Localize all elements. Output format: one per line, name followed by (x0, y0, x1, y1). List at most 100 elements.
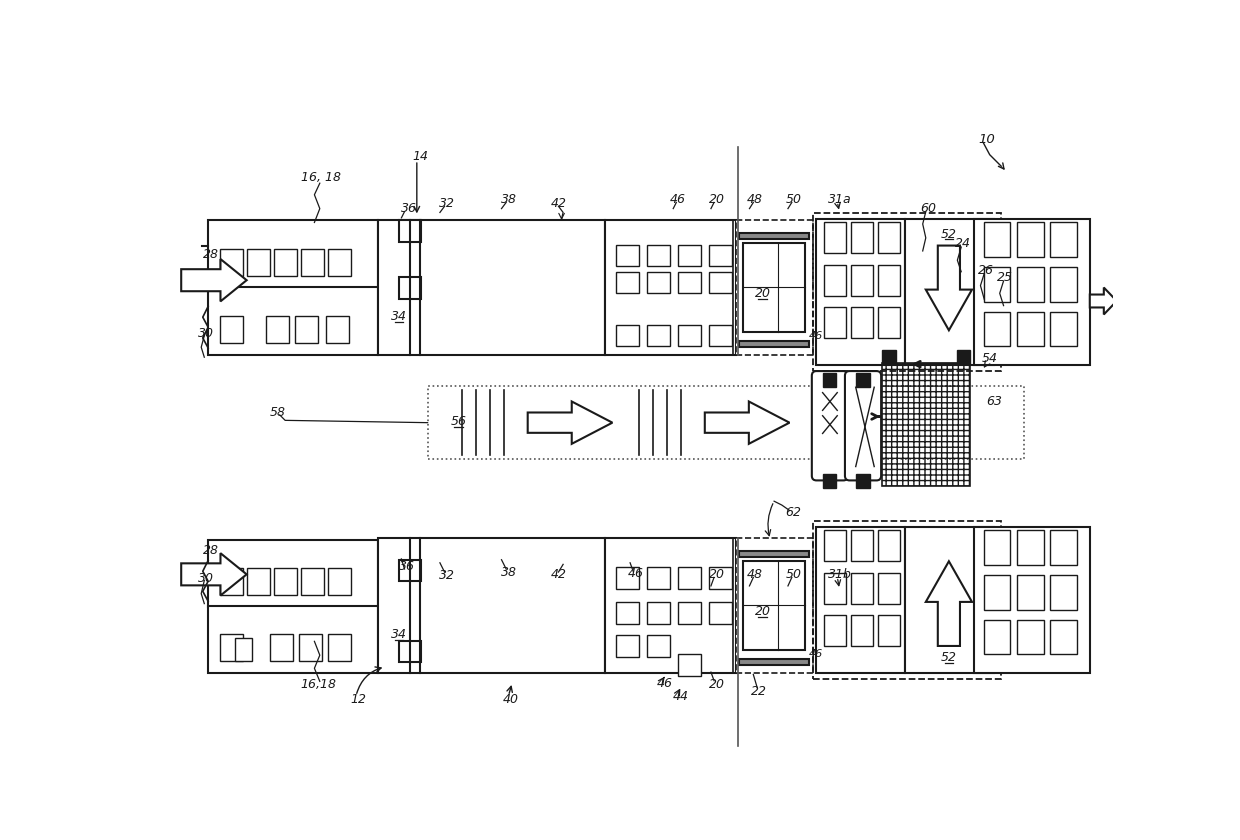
FancyBboxPatch shape (844, 371, 882, 480)
Bar (428, 386, 1024, 459)
Bar (300, 568, 324, 595)
Bar (851, 573, 873, 604)
Bar (647, 244, 670, 266)
FancyArrow shape (528, 402, 613, 444)
Text: 10: 10 (978, 133, 994, 146)
Bar (399, 641, 420, 662)
Bar (905, 527, 993, 673)
Bar (295, 317, 319, 344)
Bar (975, 527, 1090, 673)
Bar (219, 568, 243, 595)
Text: 32: 32 (439, 569, 455, 581)
Text: 34: 34 (391, 310, 407, 323)
Bar (856, 475, 869, 488)
Bar (816, 218, 905, 365)
Bar (605, 220, 735, 354)
FancyArrow shape (926, 245, 972, 330)
Bar (247, 249, 270, 276)
Bar (1017, 223, 1044, 257)
Bar (983, 575, 1011, 610)
Text: 46: 46 (657, 677, 673, 690)
Bar (1017, 531, 1044, 565)
Text: 50: 50 (786, 193, 801, 206)
Bar (265, 317, 289, 344)
Text: 63: 63 (986, 395, 1002, 407)
Bar (616, 244, 640, 266)
Bar (739, 551, 808, 558)
Text: 16, 18: 16, 18 (300, 171, 341, 184)
Bar (647, 602, 670, 623)
Bar (399, 277, 420, 299)
Bar (825, 307, 846, 338)
Bar (208, 606, 377, 673)
Bar (605, 538, 735, 673)
Text: 36: 36 (399, 560, 415, 573)
Bar (678, 325, 701, 346)
Bar (851, 307, 873, 338)
Bar (219, 249, 243, 276)
Bar (735, 220, 812, 354)
Bar (377, 220, 605, 354)
Bar (377, 538, 605, 673)
Bar (219, 634, 243, 661)
Text: 30: 30 (198, 572, 215, 585)
Bar (878, 615, 899, 646)
Text: 40: 40 (503, 693, 520, 706)
Text: 20: 20 (708, 568, 724, 580)
Bar (208, 539, 377, 606)
Text: 48: 48 (748, 193, 763, 206)
Text: 46: 46 (808, 648, 823, 659)
Bar (678, 602, 701, 623)
Bar (825, 265, 846, 296)
Bar (983, 620, 1011, 654)
Bar (822, 475, 837, 488)
Bar (219, 317, 243, 344)
Bar (851, 223, 873, 253)
Text: 16,18: 16,18 (300, 678, 336, 691)
Bar (882, 363, 971, 486)
Text: 24: 24 (955, 237, 971, 249)
Bar (708, 244, 732, 266)
Text: 14: 14 (412, 150, 428, 163)
Bar (743, 244, 805, 332)
Text: 56: 56 (450, 416, 466, 428)
FancyArrow shape (181, 259, 247, 302)
Bar (878, 223, 899, 253)
Bar (399, 220, 420, 242)
Bar (825, 573, 846, 604)
Bar (739, 341, 808, 347)
Bar (274, 249, 296, 276)
Text: 46: 46 (808, 331, 823, 341)
Bar (270, 634, 293, 661)
Bar (708, 271, 732, 293)
Text: 20: 20 (755, 605, 770, 617)
Text: 44: 44 (672, 690, 688, 703)
Bar (678, 244, 701, 266)
Bar (983, 312, 1011, 346)
Text: 60: 60 (920, 202, 936, 215)
Bar (983, 531, 1011, 565)
Bar (326, 317, 350, 344)
Bar (816, 527, 905, 673)
Text: 48: 48 (748, 568, 763, 580)
Bar (678, 568, 701, 589)
Bar (708, 602, 732, 623)
Bar (739, 234, 808, 239)
Text: 52: 52 (941, 651, 957, 664)
Bar (708, 325, 732, 346)
Text: 20: 20 (755, 286, 770, 300)
Bar (878, 573, 899, 604)
Text: 31a: 31a (828, 193, 852, 206)
Text: 42: 42 (551, 197, 567, 211)
Bar (208, 287, 377, 354)
Bar (856, 373, 869, 387)
Bar (1017, 620, 1044, 654)
Text: 30: 30 (198, 327, 215, 340)
Text: 52: 52 (941, 228, 957, 240)
Text: 46: 46 (670, 193, 686, 206)
Bar (851, 531, 873, 561)
Text: 36: 36 (401, 202, 417, 215)
Bar (678, 271, 701, 293)
Bar (851, 615, 873, 646)
Bar (825, 223, 846, 253)
